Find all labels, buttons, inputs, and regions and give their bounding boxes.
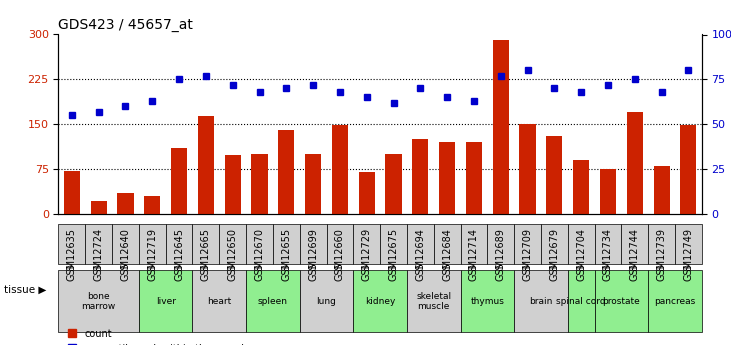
Text: GSM12719: GSM12719 (147, 228, 157, 281)
FancyBboxPatch shape (594, 270, 648, 333)
FancyBboxPatch shape (433, 224, 461, 264)
Bar (144, 196, 160, 214)
Bar (305, 154, 321, 214)
Text: GSM12645: GSM12645 (174, 228, 184, 281)
Bar (224, 155, 240, 214)
Bar (600, 169, 616, 214)
FancyBboxPatch shape (327, 224, 353, 264)
Text: liver: liver (156, 297, 175, 306)
FancyBboxPatch shape (514, 224, 541, 264)
FancyBboxPatch shape (273, 224, 300, 264)
Text: spinal cord: spinal cord (556, 297, 606, 306)
Bar (546, 136, 562, 214)
Bar (118, 193, 134, 214)
Bar (279, 130, 295, 214)
FancyBboxPatch shape (568, 270, 594, 333)
Bar (91, 201, 107, 214)
Bar (626, 112, 643, 214)
FancyBboxPatch shape (300, 224, 327, 264)
FancyBboxPatch shape (139, 270, 192, 333)
FancyBboxPatch shape (461, 224, 488, 264)
FancyBboxPatch shape (219, 224, 246, 264)
Text: tissue ▶: tissue ▶ (4, 285, 46, 295)
Text: GSM12714: GSM12714 (469, 228, 479, 281)
FancyBboxPatch shape (166, 224, 192, 264)
FancyBboxPatch shape (594, 224, 621, 264)
Bar (573, 160, 589, 214)
Text: GSM12709: GSM12709 (523, 228, 533, 281)
FancyBboxPatch shape (353, 224, 380, 264)
Text: GSM12689: GSM12689 (496, 228, 506, 280)
Text: GSM12650: GSM12650 (227, 228, 238, 281)
Text: GSM12724: GSM12724 (94, 228, 104, 281)
Text: GSM12729: GSM12729 (362, 228, 372, 281)
FancyBboxPatch shape (407, 224, 433, 264)
Bar (681, 125, 697, 214)
Bar (493, 40, 509, 214)
Text: GSM12635: GSM12635 (67, 228, 77, 281)
Text: bone
marrow: bone marrow (82, 292, 115, 312)
FancyBboxPatch shape (648, 270, 702, 333)
FancyBboxPatch shape (353, 270, 407, 333)
Text: GSM12749: GSM12749 (683, 228, 694, 281)
Bar (198, 116, 214, 214)
Text: GSM12684: GSM12684 (442, 228, 452, 280)
Bar (654, 166, 670, 214)
Text: GSM12694: GSM12694 (415, 228, 425, 280)
Bar (64, 171, 80, 214)
Text: prostate: prostate (602, 297, 640, 306)
Text: skeletal
muscle: skeletal muscle (416, 292, 451, 312)
FancyBboxPatch shape (461, 270, 514, 333)
Text: brain: brain (529, 297, 553, 306)
Text: GSM12675: GSM12675 (388, 228, 398, 281)
Bar (466, 142, 482, 214)
FancyBboxPatch shape (380, 224, 407, 264)
FancyBboxPatch shape (514, 270, 568, 333)
Text: GDS423 / 45657_at: GDS423 / 45657_at (58, 18, 194, 32)
Text: GSM12660: GSM12660 (335, 228, 345, 280)
Bar (332, 125, 348, 214)
Text: pancreas: pancreas (654, 297, 696, 306)
Text: GSM12739: GSM12739 (656, 228, 667, 281)
Bar (251, 154, 268, 214)
FancyBboxPatch shape (300, 270, 353, 333)
Text: lung: lung (317, 297, 336, 306)
FancyBboxPatch shape (675, 224, 702, 264)
Text: GSM12655: GSM12655 (281, 228, 292, 281)
FancyBboxPatch shape (112, 224, 139, 264)
Bar (171, 148, 187, 214)
FancyBboxPatch shape (488, 224, 514, 264)
FancyBboxPatch shape (246, 270, 300, 333)
Text: GSM12679: GSM12679 (549, 228, 559, 281)
Bar (385, 154, 401, 214)
Text: spleen: spleen (258, 297, 288, 306)
FancyBboxPatch shape (568, 224, 594, 264)
Text: GSM12734: GSM12734 (603, 228, 613, 281)
FancyBboxPatch shape (648, 224, 675, 264)
FancyBboxPatch shape (86, 224, 112, 264)
Text: GSM12704: GSM12704 (576, 228, 586, 281)
Text: GSM12665: GSM12665 (201, 228, 211, 281)
FancyBboxPatch shape (407, 270, 461, 333)
FancyBboxPatch shape (541, 224, 568, 264)
FancyBboxPatch shape (192, 224, 219, 264)
Text: GSM12640: GSM12640 (121, 228, 131, 280)
FancyBboxPatch shape (58, 270, 139, 333)
Bar (412, 139, 428, 214)
Text: GSM12670: GSM12670 (254, 228, 265, 281)
Legend: count, percentile rank within the sample: count, percentile rank within the sample (64, 325, 254, 345)
FancyBboxPatch shape (192, 270, 246, 333)
Bar (359, 172, 375, 214)
Text: kidney: kidney (365, 297, 395, 306)
FancyBboxPatch shape (246, 224, 273, 264)
Text: GSM12699: GSM12699 (308, 228, 318, 280)
FancyBboxPatch shape (58, 224, 86, 264)
Text: thymus: thymus (470, 297, 504, 306)
Text: GSM12744: GSM12744 (629, 228, 640, 281)
Bar (439, 142, 455, 214)
Text: heart: heart (207, 297, 232, 306)
FancyBboxPatch shape (139, 224, 166, 264)
FancyBboxPatch shape (621, 224, 648, 264)
Bar (520, 124, 536, 214)
